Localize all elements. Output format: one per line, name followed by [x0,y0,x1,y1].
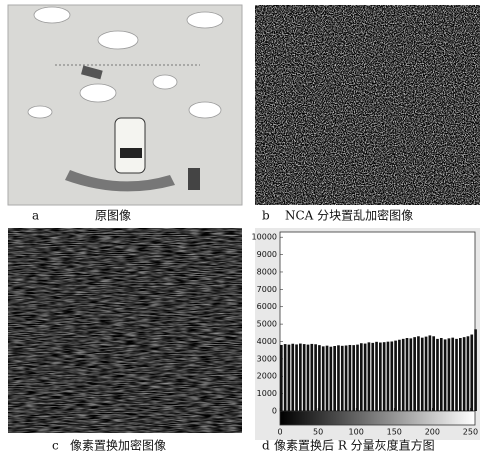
panel-caption: 原图像 [95,209,131,223]
bar [463,337,466,411]
bar [375,342,378,411]
bar [345,345,348,411]
panel-label: d [262,439,270,453]
bar [368,342,371,411]
panel-label: c [52,439,59,453]
bar [440,338,443,411]
x-tick-label: 0 [277,428,282,437]
y-tick-label: 10000 [252,233,277,242]
bar [421,338,424,411]
x-tick-label: 100 [349,428,364,437]
bar [330,347,333,411]
bar [284,344,287,411]
y-tick-label: 0 [272,407,277,416]
bar [467,336,470,411]
panel-caption: 像素置换后 R 分量灰度直方图 [274,438,435,453]
y-tick-label: 9000 [257,250,277,259]
bar [280,345,283,411]
bar [349,345,352,411]
y-tick-label: 1000 [257,389,277,398]
bar [432,336,435,411]
bar [295,344,298,411]
x-tick-label: 50 [313,428,323,437]
panel-label: a [32,209,39,223]
x-tick-label: 150 [387,428,402,437]
bar [444,339,447,411]
bar [314,344,317,411]
bar [303,344,306,411]
y-tick-label: 6000 [257,302,277,311]
x-tick-label: 200 [425,428,440,437]
bar [470,335,473,411]
y-tick-label: 4000 [257,337,277,346]
bar [356,345,359,411]
y-tick-label: 8000 [257,267,277,276]
bar [474,329,477,411]
y-tick-label: 3000 [257,354,277,363]
bar [459,338,462,411]
page: {"figure": {"panels": [ {"label": "a", "… [0,0,486,454]
bar [425,337,428,411]
bar [387,342,390,411]
bar [288,345,291,411]
bar [436,339,439,411]
bar [307,345,310,411]
bar [299,344,302,411]
bar [383,342,386,411]
bar [341,346,344,411]
bar [398,340,401,411]
bar [429,335,432,411]
bar [394,341,397,411]
panel-caption: 像素置换加密图像 [70,438,166,453]
bar [406,338,409,411]
bar [371,343,374,411]
panel-label: b [262,209,270,223]
bar [417,336,420,411]
gray-colorbar [280,411,475,425]
bar [337,345,340,411]
original-image [8,5,242,205]
bar [322,346,325,411]
bar [364,344,367,411]
y-tick-label: 7000 [257,285,277,294]
bar [333,346,336,411]
bar [402,339,405,411]
bar [390,341,393,411]
bar [413,337,416,411]
bar [318,345,321,411]
x-tick-label: 250 [463,428,478,437]
bar [360,343,363,411]
bar [448,338,451,411]
panel-caption: NCA 分块置乱加密图像 [285,208,413,223]
figure: a 原图像 b NCA 分块置乱加密图像 c 像素置换加密图像 d 像素置换后 … [0,0,486,454]
y-tick-label: 2000 [257,372,277,381]
noise-texture [255,5,480,205]
bar [409,338,412,411]
y-tick-label: 5000 [257,320,277,329]
bar [326,346,329,411]
bar [352,345,355,411]
bar [455,339,458,411]
noise-texture [8,228,242,433]
bar [291,344,294,411]
bar [310,344,313,411]
bar [379,343,382,411]
bar [451,338,454,411]
